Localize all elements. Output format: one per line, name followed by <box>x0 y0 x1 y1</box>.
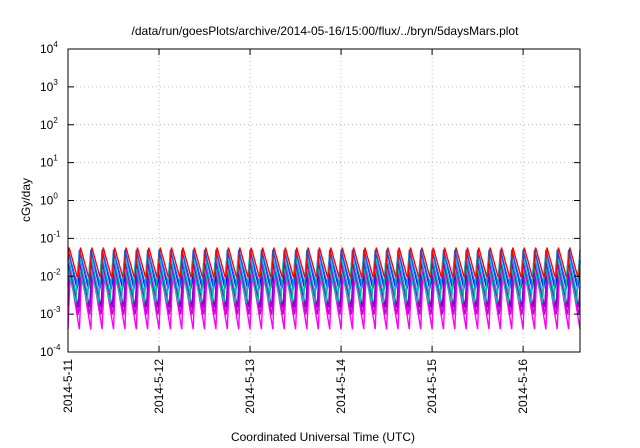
x-tick-label: 2014-5-13 <box>243 359 257 414</box>
series-line-4 <box>67 249 581 285</box>
y-tick-label: 100 <box>40 192 58 208</box>
series-line-7 <box>67 247 581 278</box>
y-axis-label: cGy/day <box>19 178 33 222</box>
y-tick-label: 10-2 <box>40 267 61 283</box>
x-tick-label: 2014-5-12 <box>152 359 166 414</box>
x-tick-label: 2014-5-15 <box>425 359 439 414</box>
x-axis-label: Coordinated Universal Time (UTC) <box>231 430 415 444</box>
series-line-6 <box>67 264 581 303</box>
y-tick-label: 102 <box>40 116 58 132</box>
series-lines <box>67 247 581 330</box>
axis-ticks: 10-4 10-3 10-2 10-1 100 101 102 103 104 2014-5-11… <box>40 40 580 414</box>
y-tick-label: 10-3 <box>40 305 61 321</box>
y-tick-label: 103 <box>40 78 58 94</box>
chart-title: /data/run/goesPlots/archive/2014-05-16/1… <box>132 24 520 38</box>
series-line-1 <box>67 269 581 315</box>
y-tick-label: 101 <box>40 154 58 170</box>
y-tick-label: 10-1 <box>40 229 61 245</box>
y-tick-label: 10-4 <box>40 343 61 359</box>
x-tick-label: 2014-5-11 <box>61 359 75 413</box>
x-tick-label: 2014-5-16 <box>516 359 530 414</box>
series-line-5 <box>67 255 581 294</box>
x-tick-label: 2014-5-14 <box>334 359 348 414</box>
y-tick-label: 104 <box>40 40 58 56</box>
